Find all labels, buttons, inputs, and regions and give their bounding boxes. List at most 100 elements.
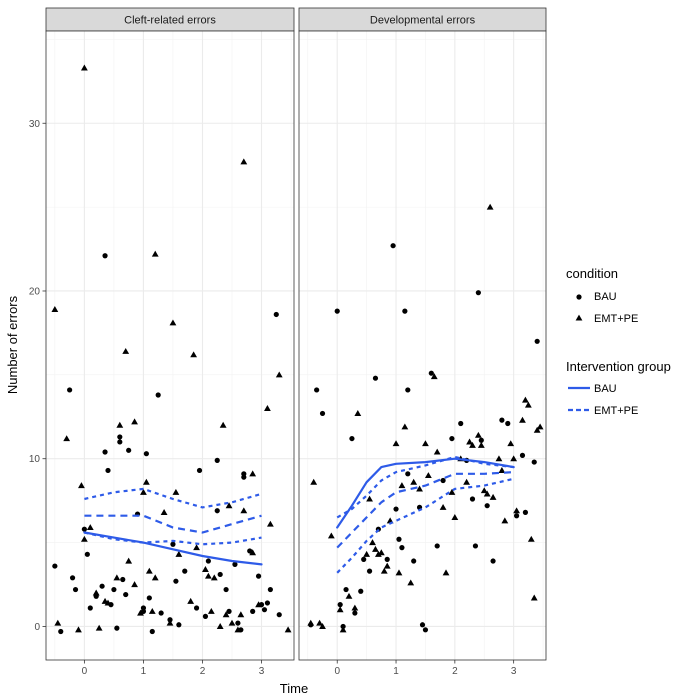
point-emt-pe [372,545,379,552]
point-bau [255,573,262,579]
point-emt-pe [466,438,473,445]
point-bau [513,513,520,519]
point-emt-pe [75,626,82,633]
point-bau [176,622,182,628]
facet-title: Developmental errors [370,15,476,27]
point-emt-pe [225,502,233,509]
point-emt-pe [122,347,130,354]
point-emt-pe [169,319,177,326]
point-bau [114,625,120,631]
point-emt-pe [166,619,174,626]
point-emt-pe [407,579,415,586]
point-bau [405,471,411,477]
point-emt-pe [219,421,227,428]
y-tick-label: 20 [29,286,41,297]
point-bau [241,474,247,480]
point-emt-pe [131,581,138,588]
point-bau [158,610,164,616]
point-emt-pe [524,401,532,408]
point-emt-pe [422,440,429,447]
point-emt-pe [210,574,218,581]
point-emt-pe [416,485,423,492]
point-emt-pe [80,64,88,71]
point-bau [402,308,408,314]
point-bau [372,375,379,381]
smooth-lines [336,455,515,574]
point-emt-pe [474,431,482,438]
point-bau [205,558,211,564]
point-bau [117,439,123,445]
point-bau [155,392,161,398]
point-bau [58,628,64,635]
point-emt-pe [510,455,518,462]
point-bau [478,437,484,443]
point-emt-pe [140,488,147,495]
point-emt-pe [187,597,195,604]
panel-background [46,31,294,660]
point-emt-pe [363,550,371,557]
point-bau [276,612,282,618]
point-emt-pe [266,520,274,527]
point-emt-pe [240,158,248,165]
point-emt-pe [483,490,491,497]
point-emt-pe [131,418,138,425]
point-bau [267,586,273,593]
point-emt-pe [380,567,388,574]
point-emt-pe [116,421,124,428]
point-emt-pe [125,557,133,564]
point-emt-pe [383,562,391,569]
point-emt-pe [345,592,353,599]
point-bau [522,509,529,515]
point-bau [223,586,229,593]
point-emt-pe [339,626,347,633]
point-bau [384,556,390,562]
point-emt-pe [319,623,326,630]
point-bau [440,477,446,484]
x-tick-label: 1 [141,666,147,677]
point-emt-pe [533,426,541,433]
point-bau [396,536,402,542]
point-bau [214,508,220,514]
point-bau [472,543,479,549]
legend-key-condition-emt-pe [575,314,583,321]
point-bau [202,613,209,619]
point-bau [67,387,73,393]
point-emt-pe [486,203,494,210]
point-bau [182,568,188,574]
point-emt-pe [202,566,209,572]
point-emt-pe [145,567,153,574]
point-emt-pe [374,550,382,557]
point-emt-pe [316,619,323,626]
point-bau [102,449,108,455]
legend-label-condition-emt-pe: EMT+PE [594,313,638,325]
point-emt-pe [424,472,432,479]
point-bau [87,605,93,611]
point-emt-pe [264,405,271,411]
point-bau [434,543,440,549]
point-emt-pe [249,470,257,477]
point-emt-pe [501,517,509,524]
point-emt-pe [80,535,88,542]
point-emt-pe [530,594,538,601]
legend-title-condition: condition [566,266,618,281]
point-bau [352,610,358,616]
point-emt-pe [369,539,376,546]
line-emt-pe-mean [336,471,514,549]
point-bau [469,496,476,502]
point-emt-pe [237,611,245,618]
point-bau [273,311,279,318]
point-emt-pe [95,624,103,631]
data-points [307,203,544,633]
point-emt-pe [222,611,230,618]
point-bau [105,467,111,474]
point-emt-pe [240,507,248,514]
point-bau [69,575,76,581]
point-bau [505,420,511,427]
point-emt-pe [527,535,535,542]
point-bau [126,447,132,453]
panel-border [298,30,547,661]
x-tick-label: 0 [82,666,88,677]
point-emt-pe [366,495,373,502]
point-bau [475,290,481,296]
